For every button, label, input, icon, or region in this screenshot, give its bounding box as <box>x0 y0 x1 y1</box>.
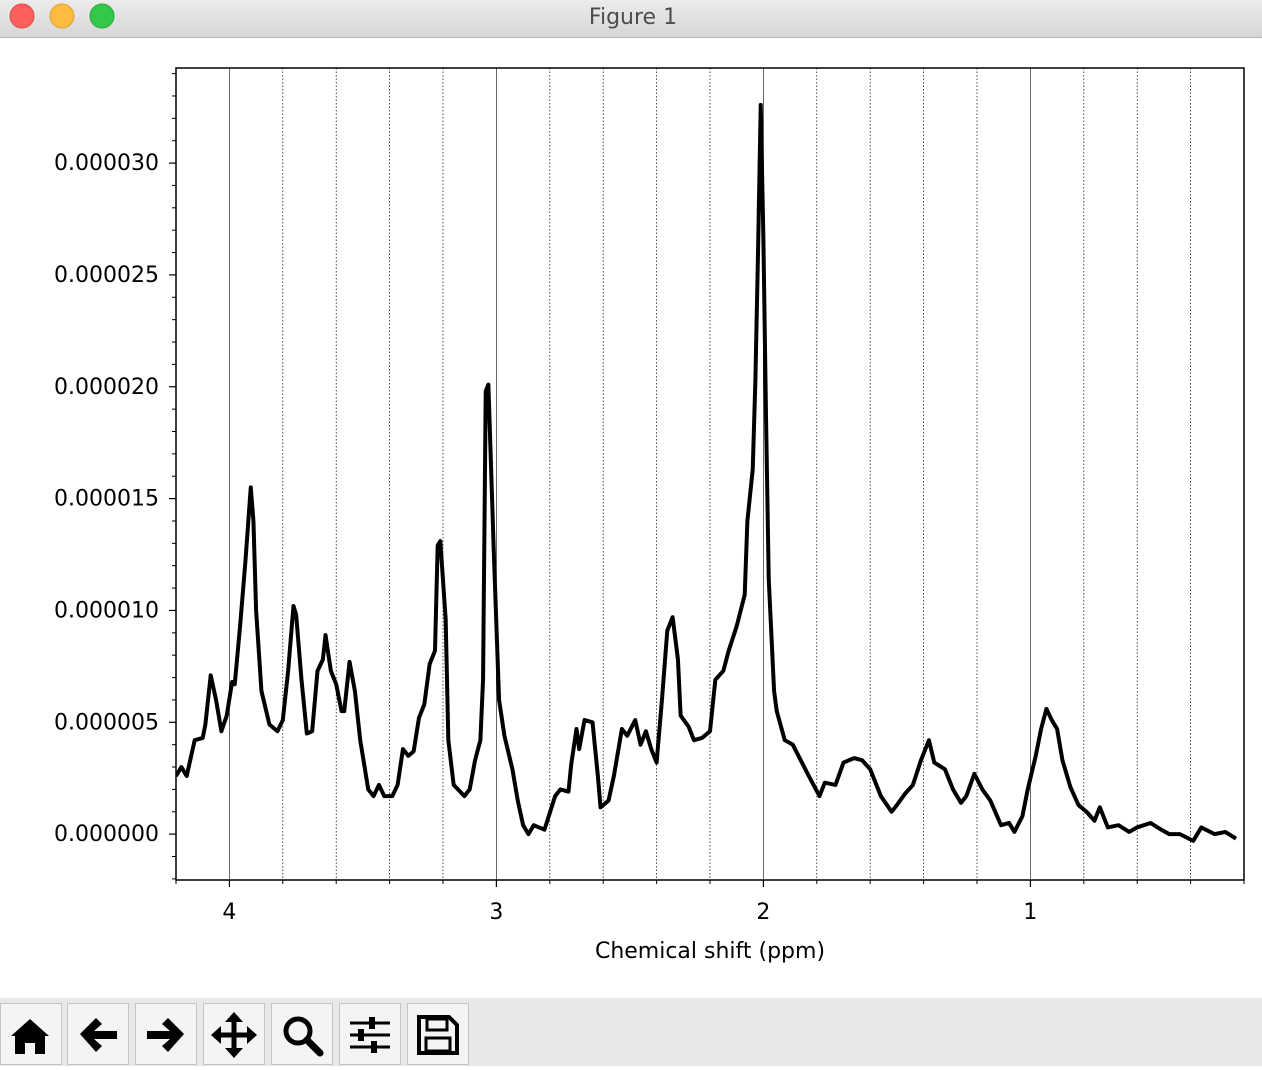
zoom-icon <box>283 1016 313 1046</box>
x-tick-label: 2 <box>756 900 770 925</box>
close-button[interactable] <box>9 3 35 29</box>
zoom-tool-button[interactable] <box>271 1003 333 1065</box>
save-shutter <box>425 1017 449 1032</box>
save-icon <box>417 1015 459 1055</box>
y-tick-label: 0.000015 <box>54 487 159 512</box>
x-tick-label: 1 <box>1023 900 1037 925</box>
zoom-handle <box>303 1036 324 1057</box>
home-icon <box>11 1019 49 1054</box>
save-label <box>424 1036 452 1053</box>
save-button[interactable] <box>407 1003 469 1065</box>
y-tick-label: 0.000005 <box>54 710 159 735</box>
plot: 4 3 2 1 0.000000 0.000005 0.000010 0.000015 0.00… <box>54 67 1245 964</box>
subplots-sliders <box>358 1017 377 1053</box>
title-bar <box>0 0 1262 37</box>
y-tick-label: 0.000000 <box>54 822 159 847</box>
back-icon <box>80 1018 117 1052</box>
window-title: Figure 1 <box>589 5 677 30</box>
y-tick-label: 0.000025 <box>54 263 159 288</box>
y-tick-label: 0.000030 <box>54 151 159 176</box>
x-tick-label: 4 <box>222 900 236 925</box>
y-tick-label: 0.000020 <box>54 375 159 400</box>
forward-icon <box>147 1018 184 1052</box>
zoom-button[interactable] <box>89 3 115 29</box>
x-axis-label: Chemical shift (ppm) <box>595 939 825 964</box>
toolbar-icons <box>11 1012 459 1058</box>
pan-arrows <box>211 1012 257 1058</box>
minimize-button[interactable] <box>49 3 75 29</box>
axes-frame <box>175 67 1245 881</box>
x-tick-label: 3 <box>489 900 503 925</box>
spectrum-line <box>176 102 1238 843</box>
y-tick-label: 0.000010 <box>54 598 159 623</box>
